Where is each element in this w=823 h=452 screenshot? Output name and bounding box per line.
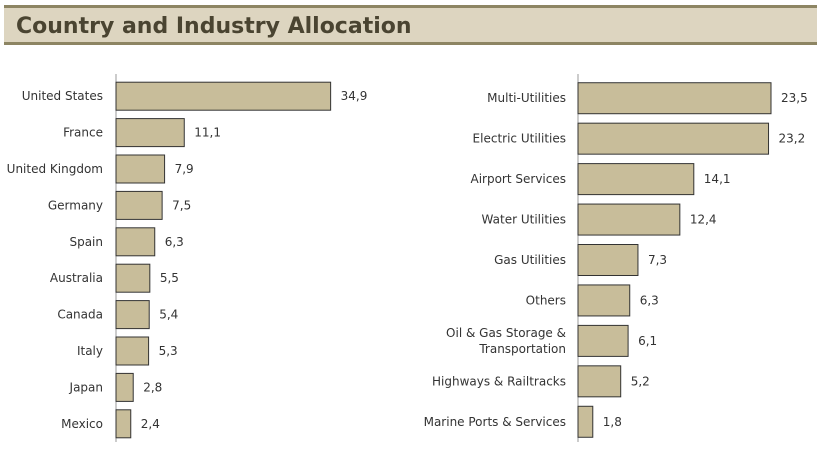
category-label-airport-services: Airport Services bbox=[471, 172, 567, 186]
value-label-highways-railtracks: 5,2 bbox=[631, 374, 650, 388]
bar-gas-utilities bbox=[577, 244, 639, 276]
value-label-electric-utilities: 23,2 bbox=[779, 132, 806, 146]
value-label-others: 6,3 bbox=[640, 293, 659, 307]
bar-marine-ports-services bbox=[577, 405, 594, 438]
category-label-italy: Italy bbox=[77, 344, 103, 358]
bar-airport-services bbox=[577, 163, 695, 196]
bar-others bbox=[577, 284, 631, 317]
value-label-airport-services: 14,1 bbox=[704, 172, 731, 186]
value-label-italy: 5,3 bbox=[159, 344, 178, 358]
value-label-france: 11,1 bbox=[194, 126, 221, 140]
bar-united-kingdom bbox=[115, 154, 166, 184]
bar-water-utilities bbox=[577, 203, 681, 236]
value-label-australia: 5,5 bbox=[160, 271, 179, 285]
category-label-united-kingdom: United Kingdom bbox=[7, 162, 103, 176]
bar-multi-utilities bbox=[577, 82, 772, 115]
category-label-united-states: United States bbox=[22, 89, 103, 103]
value-label-multi-utilities: 23,5 bbox=[781, 91, 808, 105]
category-label-others: Others bbox=[526, 293, 566, 307]
bar-germany bbox=[115, 190, 163, 220]
value-label-oil-gas-storage-transportation: 6,1 bbox=[638, 334, 657, 348]
category-label-japan: Japan bbox=[69, 380, 103, 394]
value-label-spain: 6,3 bbox=[165, 235, 184, 249]
category-label-gas-utilities: Gas Utilities bbox=[494, 253, 566, 267]
category-label-mexico: Mexico bbox=[61, 417, 103, 431]
value-label-germany: 7,5 bbox=[172, 198, 191, 212]
bar-france bbox=[115, 118, 185, 148]
value-label-canada: 5,4 bbox=[159, 308, 178, 322]
bar-italy bbox=[115, 336, 150, 366]
header-band: Country and Industry Allocation bbox=[4, 5, 817, 45]
category-label-germany: Germany bbox=[48, 198, 103, 212]
bar-mexico bbox=[115, 409, 132, 439]
value-label-gas-utilities: 7,3 bbox=[648, 253, 667, 267]
value-label-united-states: 34,9 bbox=[341, 89, 368, 103]
category-label-marine-ports-services: Marine Ports & Services bbox=[424, 415, 566, 429]
country-allocation-chart: United States 34,9 France 11,1 United Kingdo… bbox=[7, 74, 368, 442]
value-label-united-kingdom: 7,9 bbox=[175, 162, 194, 176]
bar-spain bbox=[115, 227, 156, 257]
bar-oil-gas-storage-transportation bbox=[577, 324, 629, 357]
category-label-multi-utilities: Multi-Utilities bbox=[487, 91, 566, 105]
value-label-water-utilities: 12,4 bbox=[690, 213, 717, 227]
value-label-japan: 2,8 bbox=[143, 380, 162, 394]
page-title: Country and Industry Allocation bbox=[16, 14, 412, 39]
bar-australia bbox=[115, 263, 151, 293]
bar-united-states bbox=[115, 81, 332, 111]
category-label-water-utilities: Water Utilities bbox=[482, 213, 566, 227]
category-label-spain: Spain bbox=[69, 235, 103, 249]
category-label-australia: Australia bbox=[50, 271, 103, 285]
bar-electric-utilities bbox=[577, 122, 770, 155]
bar-canada bbox=[115, 300, 150, 330]
value-label-marine-ports-services: 1,8 bbox=[603, 415, 622, 429]
category-label-oil-gas-storage-transportation: Oil & Gas Storage & Transportation bbox=[446, 326, 566, 356]
bar-japan bbox=[115, 372, 134, 402]
category-label-highways-railtracks: Highways & Railtracks bbox=[432, 374, 566, 388]
value-label-mexico: 2,4 bbox=[141, 417, 160, 431]
category-label-france: France bbox=[63, 126, 103, 140]
category-label-electric-utilities: Electric Utilities bbox=[473, 132, 566, 146]
category-label-canada: Canada bbox=[57, 308, 103, 322]
bar-highways-railtracks bbox=[577, 365, 622, 398]
